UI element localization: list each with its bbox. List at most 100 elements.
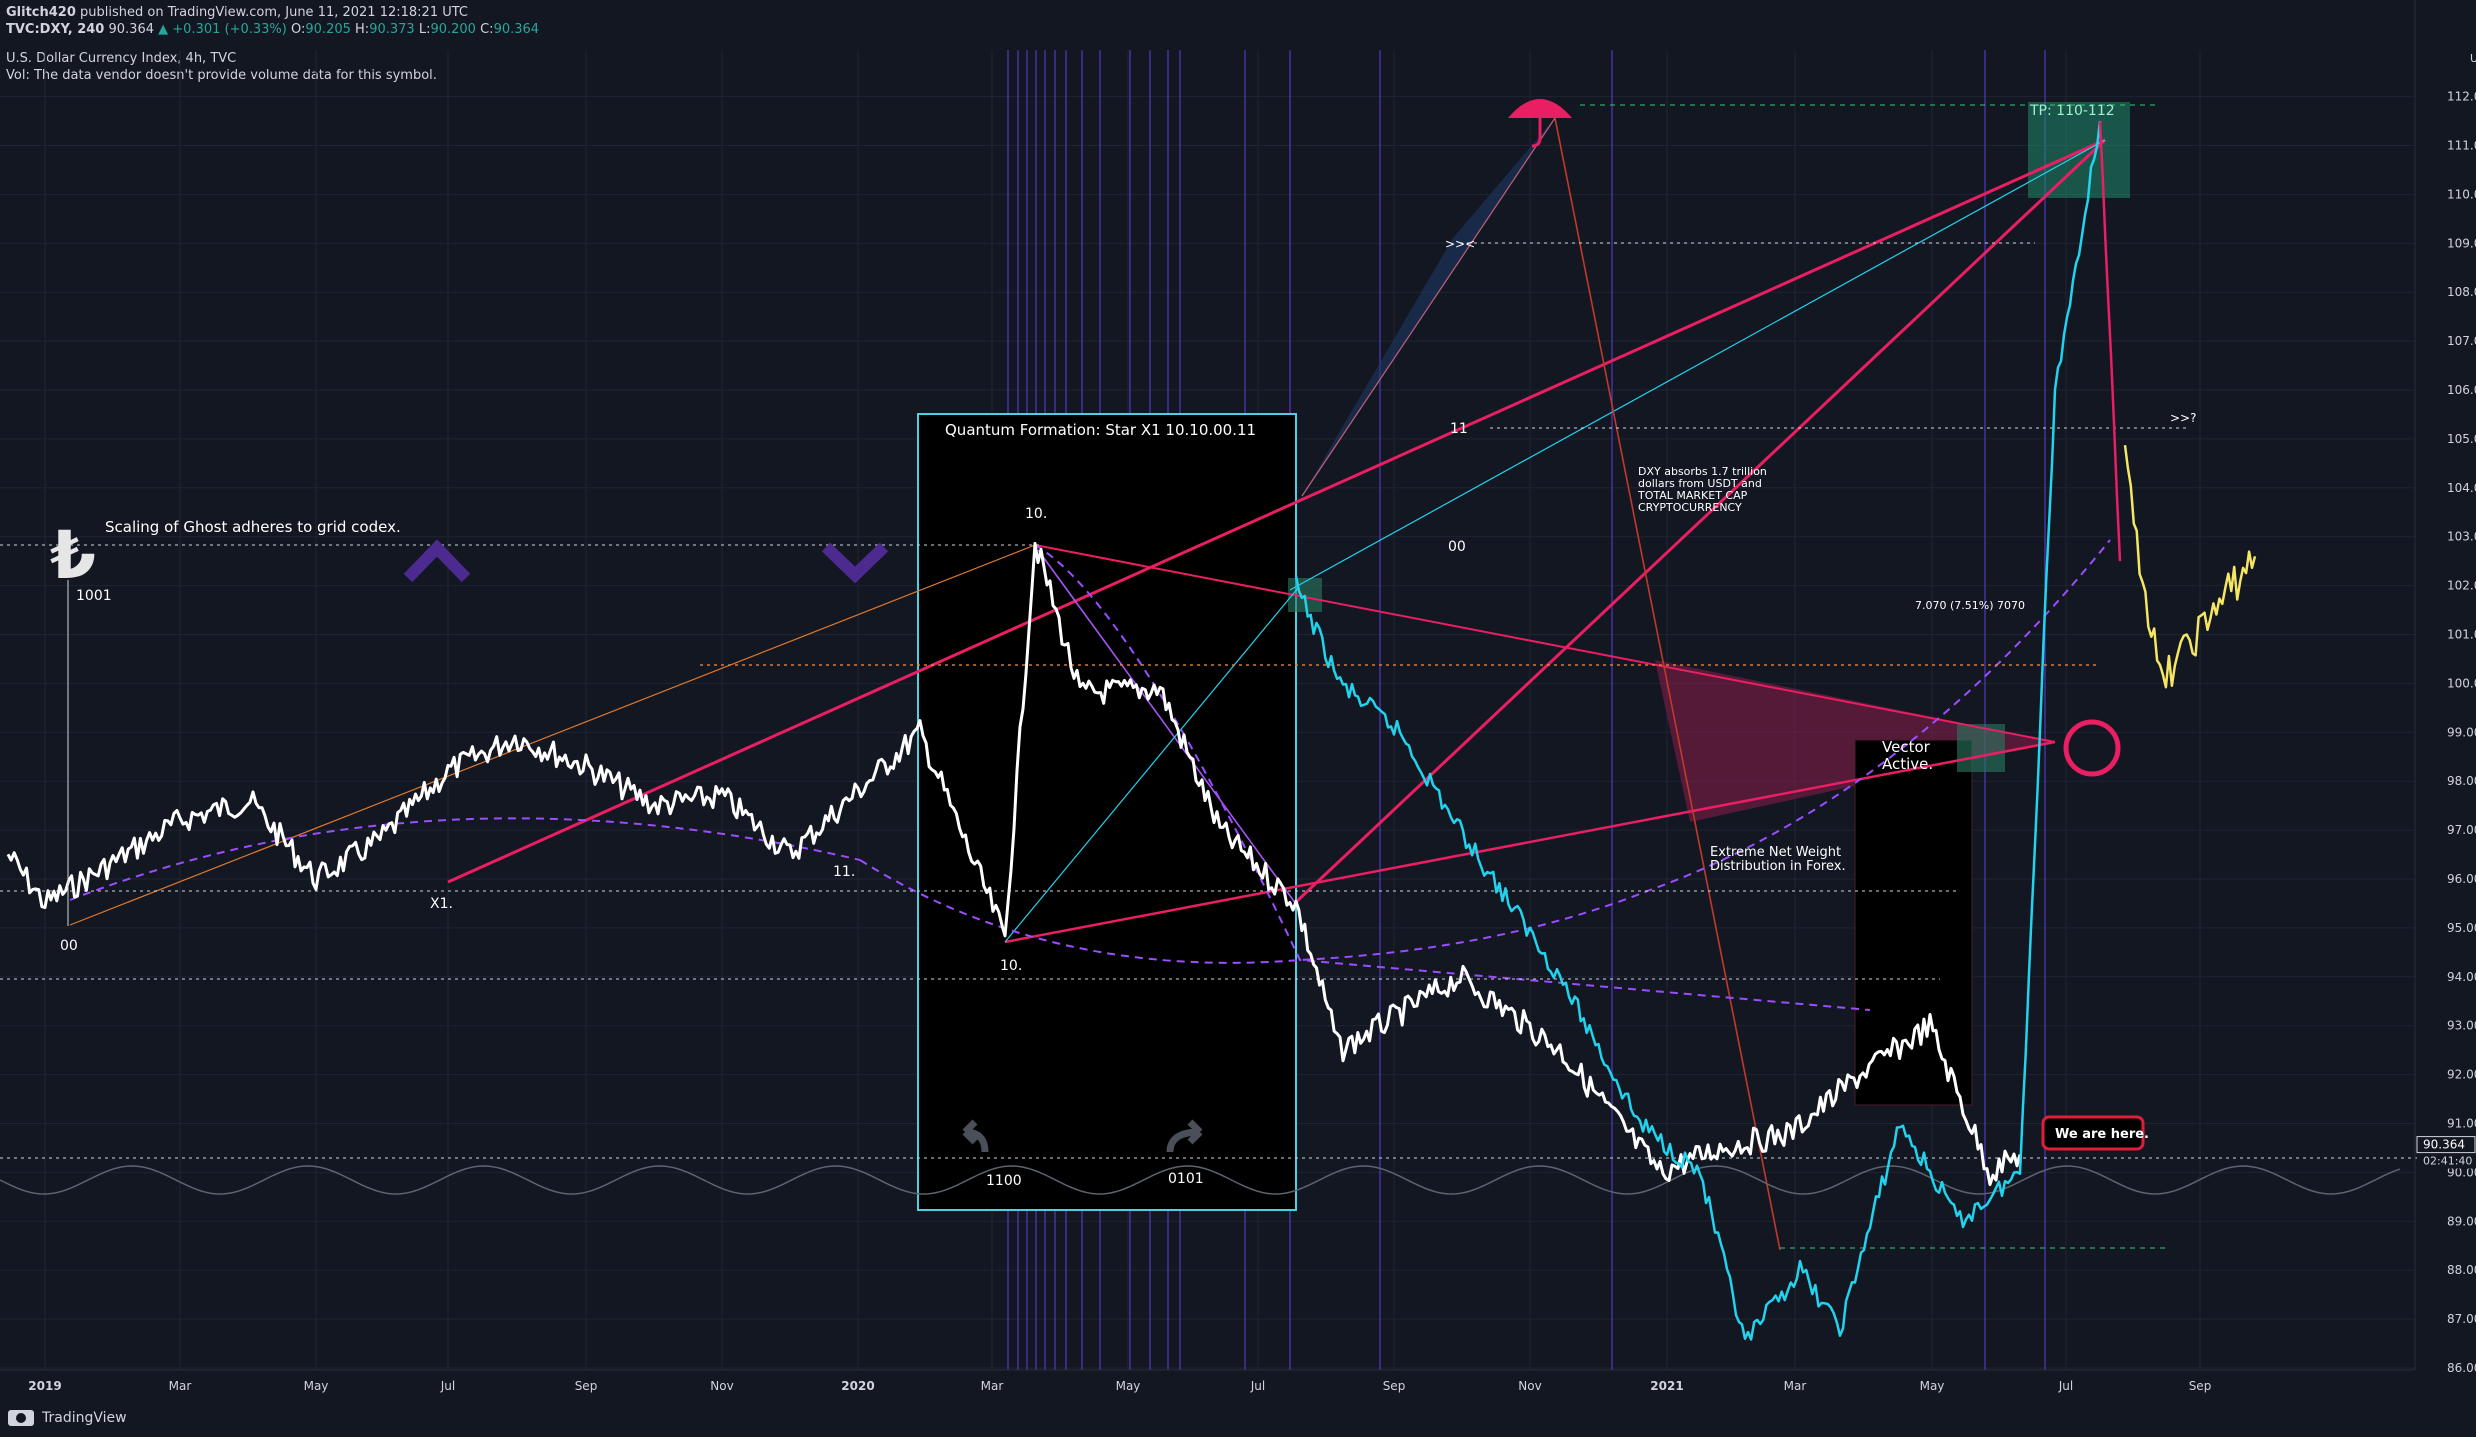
measure-label: 7.070 (7.51%) 7070 (1915, 599, 2025, 612)
y-tick-label: 112.000 (2447, 90, 2476, 104)
x-tick-label: Jul (2058, 1379, 2073, 1393)
y-tick-label: 110.000 (2447, 187, 2476, 201)
redo-arrow-icon (1166, 1119, 1203, 1153)
label-10-top: 10. (1025, 506, 1047, 522)
vector-box (1957, 724, 2005, 772)
umbrella-handle-icon (1531, 118, 1542, 148)
x-tick-label: Mar (1784, 1379, 1807, 1393)
dashed-arc (859, 539, 2111, 964)
y-tick-label: 91.000 (2447, 1117, 2476, 1131)
label-00: 00 (60, 938, 78, 954)
trend-line (69, 544, 1036, 926)
tp-label: TP: 110-112 (2029, 103, 2115, 119)
label-11: 11. (833, 864, 855, 880)
low-value: 90.200 (430, 22, 476, 37)
price-axis: 86.000 87.000 88.000 89.000 90.000 91.000 92.0… (2414, 0, 2476, 1375)
label-11-mid: 11 (1450, 421, 1468, 437)
label-00-mid: 00 (1448, 539, 1466, 555)
time-axis: 2019 Mar May Jul Sep Nov 2020 Mar May Jul Sep Nov 20… (0, 1369, 2415, 1393)
vector-text-1: Vector (1882, 738, 1931, 756)
label-x1: X1. (430, 896, 453, 912)
low-label: L: (418, 22, 431, 37)
trend-line (1289, 139, 2106, 591)
dxy-note-4: CRYPTOCURRENCY (1638, 501, 1742, 514)
chart-title: U.S. Dollar Currency Index, 4h, TVC (6, 51, 237, 66)
trend-line (1037, 549, 1297, 905)
price-series-line (1294, 120, 2102, 1341)
y-tick-label: 111.000 (2447, 139, 2476, 153)
y-tick-label: 106.000 (2447, 383, 2476, 397)
published-text: published on TradingView.com, June 11, 2… (80, 5, 469, 20)
x-tick-label: Nov (1518, 1379, 1541, 1393)
arrow-label-a: >>? (2170, 411, 2196, 425)
last-price-tag (2416, 1136, 2476, 1154)
y-tick-label: 92.000 (2447, 1068, 2476, 1082)
chevron-down-icon (821, 542, 889, 584)
y-tick-label: 87.000 (2447, 1312, 2476, 1326)
high-label: H: (355, 22, 370, 37)
box-title: Quantum Formation: Star X1 10.10.00.11 (945, 421, 1256, 439)
y-tick-label: 99.000 (2447, 725, 2476, 739)
dxy-note-1: DXY absorbs 1.7 trillion (1638, 465, 1767, 478)
extreme-text-2: Distribution in Forex. (1710, 859, 1846, 874)
box-1100: 1100 (986, 1173, 1022, 1189)
trend-line (1301, 117, 1556, 497)
publisher-name[interactable]: Glitch420 (6, 5, 76, 20)
price-series (6, 120, 2257, 1341)
y-tick-label: 95.000 (2447, 921, 2476, 935)
dashed-arc (69, 817, 861, 901)
open-value: 90.205 (305, 22, 351, 37)
x-tick-label: 2020 (841, 1379, 874, 1393)
dxy-note-2: dollars from USDT and (1638, 477, 1762, 490)
x-tick-label: Jul (440, 1379, 455, 1393)
vector-text-2: Active. (1882, 755, 1933, 773)
y-tick-label: 96.000 (2447, 872, 2476, 886)
x-tick-label: 2019 (28, 1379, 61, 1393)
annotation-overlay: Scaling of Ghost adheres to grid codex. ₺… (50, 99, 2196, 1189)
last-price: 90.364 (108, 22, 155, 37)
target-circle-icon (2063, 719, 2121, 777)
extreme-text-1: Extreme Net Weight (1710, 845, 1841, 860)
x-tick-label: Jul (1250, 1379, 1265, 1393)
high-value: 90.373 (369, 22, 415, 37)
y-tick-label: 93.000 (2447, 1019, 2476, 1033)
we-are-here-text: We are here. (2055, 1127, 2149, 1142)
trend-line (1554, 117, 1781, 1251)
y-tick-label: 97.000 (2447, 823, 2476, 837)
x-tick-label: Sep (2189, 1379, 2212, 1393)
extreme-weight-box (1854, 739, 1973, 1106)
y-tick-label: 102.000 (2447, 579, 2476, 593)
umbrella-icon (1508, 99, 1572, 118)
y-tick-label: 105.000 (2447, 432, 2476, 446)
chevron-up-icon (403, 539, 471, 583)
x-tick-label: 2021 (1650, 1379, 1683, 1393)
label-1001: 1001 (76, 588, 112, 604)
x-tick-label: Mar (981, 1379, 1004, 1393)
trend-line (1004, 587, 1299, 943)
y-tick-label: 98.000 (2447, 774, 2476, 788)
ghost-note-text: Scaling of Ghost adheres to grid codex. (105, 518, 401, 536)
x-tick-label: May (1920, 1379, 1945, 1393)
we-are-here-callout (2041, 1115, 2145, 1151)
y-tick-label: 104.000 (2447, 481, 2476, 495)
tradingview-footer[interactable]: TradingView (8, 1410, 127, 1426)
x-tick-label: Sep (1383, 1379, 1406, 1393)
drawing-shapes (0, 102, 2476, 1251)
lira-symbol: ₺ (50, 517, 96, 594)
y-tick-label: 86.000 (2447, 1361, 2476, 1375)
trend-line (447, 138, 2106, 884)
price-series-line (2098, 121, 2122, 562)
x-tick-label: May (304, 1379, 329, 1393)
y-tick-label: 109.000 (2447, 236, 2476, 250)
x-tick-label: Mar (169, 1379, 192, 1393)
arrow-label-b: >>< (1445, 237, 1475, 251)
countdown-label: 02:41:40 (2423, 1155, 2472, 1168)
price-series-line (2123, 445, 2257, 689)
x-tick-label: May (1116, 1379, 1141, 1393)
quantum-formation-box (917, 413, 1297, 1211)
label-10-bottom: 10. (1000, 958, 1022, 974)
undo-arrow-icon (962, 1119, 989, 1153)
symbol-label[interactable]: TVC:DXY, 240 (6, 22, 105, 37)
box-0101: 0101 (1168, 1171, 1204, 1187)
